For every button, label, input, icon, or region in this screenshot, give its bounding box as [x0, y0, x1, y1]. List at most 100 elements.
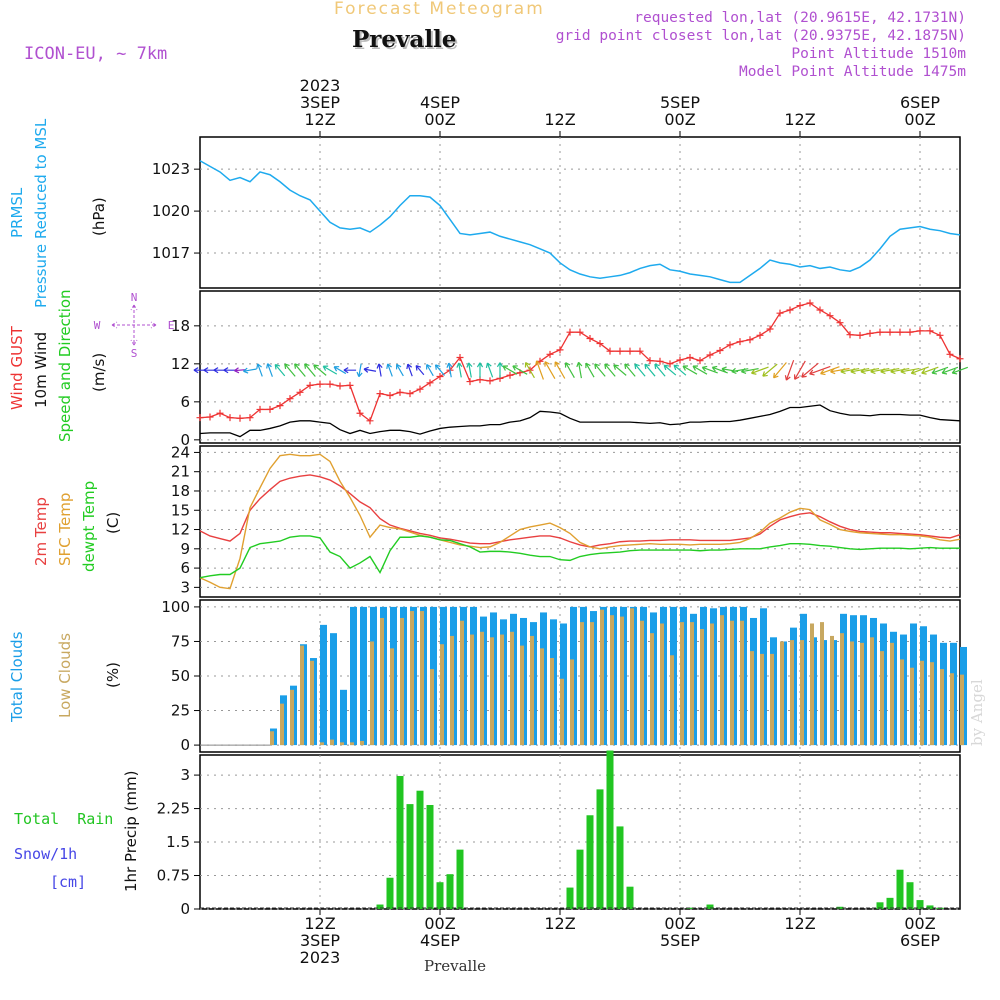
time-label-top: 12Z: [544, 110, 575, 129]
wind-direction-arrow: [850, 367, 870, 375]
time-label-top: 12Z: [784, 110, 815, 129]
wind-gust-point: [356, 409, 364, 417]
time-label-bottom: 12Z: [304, 914, 335, 933]
wind-gust-point: [856, 331, 864, 339]
low-cloud-bar: [310, 660, 314, 746]
wind-gust-point: [576, 328, 584, 336]
wind-gust-point: [776, 309, 784, 317]
wind-gust-point: [436, 373, 444, 380]
wind-direction-label: Speed and Direction: [56, 289, 74, 442]
wind-ytick-label: 0: [180, 431, 190, 449]
low-cloud-bar: [470, 634, 474, 746]
low-cloud-bar: [730, 620, 734, 746]
time-label-bottom: 12Z: [784, 914, 815, 933]
low-cloud-bar: [670, 655, 674, 746]
low-cloud-bar: [350, 742, 354, 746]
wind-gust-point: [276, 402, 284, 410]
wind-direction-arrow: [304, 363, 316, 377]
compass-rose: [111, 304, 157, 346]
wind-ytick-label: 12: [171, 355, 190, 373]
wind-direction-arrow: [794, 360, 806, 380]
requested-coordinates: requested lon,lat (20.9615E, 42.1731N): [634, 10, 966, 26]
low-cloud-bar: [420, 611, 424, 746]
rain-bar: [706, 904, 714, 909]
wind-direction-arrow: [456, 362, 463, 378]
grid-point-coordinates: grid point closest lon,lat (20.9375E, 42…: [555, 28, 966, 44]
wind-direction-arrow: [284, 363, 296, 377]
wind-direction-arrow: [243, 367, 257, 374]
wind-direction-arrow: [294, 363, 306, 377]
low-cloud-bar: [710, 623, 714, 746]
temp-sfc-line: [199, 453, 961, 590]
wind-direction-arrow: [801, 362, 819, 378]
low-cloud-bar: [430, 669, 434, 746]
temp-2m-line: [199, 474, 961, 548]
wind-gust-point: [316, 380, 324, 388]
low-cloud-bar: [850, 641, 854, 746]
rain-bar: [916, 900, 924, 909]
location-title: Prevalle: [352, 26, 457, 53]
low-cloud-bar: [660, 623, 664, 746]
wind-direction-arrow: [809, 365, 831, 376]
wind-gust-point: [886, 328, 894, 336]
wind-gust-point: [906, 328, 914, 336]
low-cloud-bar: [680, 622, 684, 746]
time-label-bottom: 2023: [300, 948, 341, 967]
wind-direction-arrow: [485, 362, 494, 378]
wind-direction-arrow: [921, 366, 939, 375]
wind-gust-point: [376, 390, 384, 398]
wind-direction-arrow: [554, 361, 566, 379]
wind-gust-point: [246, 414, 254, 422]
wind-direction-arrow: [900, 367, 920, 375]
wind-gust-point: [716, 347, 724, 355]
wind-gust-point: [666, 360, 674, 368]
wind-direction-arrow: [343, 367, 357, 374]
pressure-ytick-label: 1017: [152, 244, 190, 262]
low-cloud-bar: [370, 641, 374, 746]
wind-gust-point: [836, 319, 844, 327]
wind-direction-arrow: [860, 367, 880, 375]
wind-gust-point: [656, 357, 664, 365]
watermark: by Angel: [968, 679, 986, 746]
wind-direction-arrow: [840, 367, 860, 375]
temp-ytick-label: 15: [171, 501, 190, 519]
temp-ytick-label: 3: [180, 578, 190, 596]
wind-gust-point: [956, 355, 964, 363]
low-cloud-bar: [440, 644, 444, 746]
wind-gust-point: [646, 357, 654, 365]
point-altitude: Point Altitude 1510m: [791, 46, 966, 62]
wind-ytick-label: 6: [180, 393, 190, 411]
wind-direction-arrow: [415, 365, 425, 376]
time-label-bottom: 4SEP: [420, 931, 460, 950]
compass-east: E: [168, 319, 175, 332]
total-cloud-bar: [350, 606, 357, 746]
wind-gust-label: Wind GUST: [8, 326, 26, 410]
total-cloud-bar: [320, 624, 327, 746]
wind-direction-arrow: [654, 363, 666, 377]
model-point-altitude: Model Point Altitude 1475m: [739, 64, 966, 80]
clouds-ytick-label: 75: [171, 632, 190, 650]
wind-gust-point: [206, 413, 214, 421]
time-label-top: 3SEP: [300, 93, 340, 112]
wind-direction-arrow: [701, 365, 718, 374]
wind-gust-point: [946, 350, 954, 358]
rain-bar: [566, 887, 574, 909]
low-cloud-bar: [950, 673, 954, 746]
low-cloud-bar: [690, 622, 694, 746]
rain-bar: [376, 904, 384, 909]
snow-label: Snow/1h: [14, 845, 78, 863]
wind-direction-arrow: [544, 361, 556, 379]
pressure-panel-frame: [199, 136, 961, 289]
rain-bar: [436, 882, 444, 909]
low-cloud-bar: [500, 634, 504, 746]
precip-ytick-label: 0.75: [157, 867, 190, 885]
wind-direction-arrow: [524, 361, 535, 379]
wind-direction-arrow: [773, 362, 787, 379]
time-label-bottom: 5SEP: [660, 931, 700, 950]
precip-ytick-label: 2.25: [157, 800, 190, 818]
wind-direction-arrow: [673, 364, 687, 376]
time-label-top: 6SEP: [900, 93, 940, 112]
wind-direction-arrow: [356, 363, 363, 378]
low-cloud-bar: [780, 641, 784, 746]
wind-gust-point: [296, 388, 304, 396]
